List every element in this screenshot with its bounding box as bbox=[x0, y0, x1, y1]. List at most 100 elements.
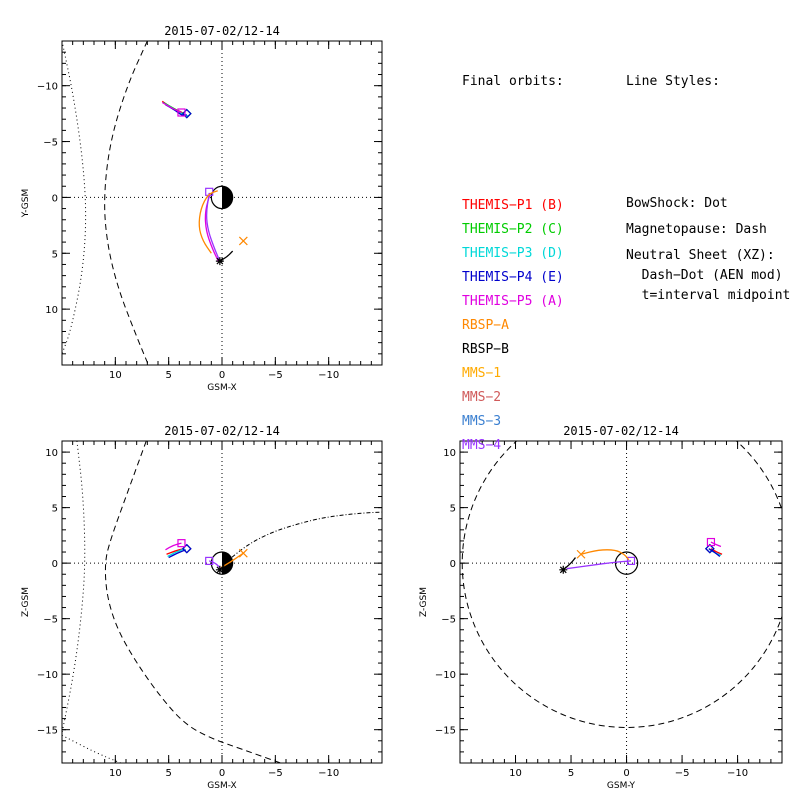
x-tick-label: 0 bbox=[219, 370, 225, 381]
legend-item-orbit: MMS−1 bbox=[462, 366, 502, 381]
y-tick-label: 10 bbox=[443, 448, 456, 459]
y-axis-label: Y-GSM bbox=[21, 189, 31, 218]
earth-night-side bbox=[222, 186, 233, 209]
orbit-track bbox=[205, 192, 221, 262]
legend-item-orbit: MMS−4 bbox=[462, 438, 502, 453]
orbit-marker-x bbox=[238, 236, 248, 246]
y-axis-label: Z-GSM bbox=[419, 587, 429, 617]
orbit-marker-x bbox=[576, 549, 586, 559]
orbit-track bbox=[161, 101, 182, 114]
legend-item-orbit: THEMIS−P5 (A) bbox=[462, 294, 564, 309]
orbit-marker-asterisk bbox=[559, 565, 568, 574]
earth-disk bbox=[614, 551, 639, 575]
y-tick-label: 0 bbox=[450, 559, 456, 570]
line-styles-heading: Line Styles: bbox=[626, 74, 720, 89]
x-tick-label: −10 bbox=[318, 370, 339, 381]
orbit-track bbox=[580, 549, 630, 561]
x-tick-label: −5 bbox=[675, 768, 690, 779]
x-tick-label: −10 bbox=[727, 768, 748, 779]
orbit-marker-diamond bbox=[181, 543, 192, 554]
orbits-legend-heading: Final orbits: bbox=[462, 74, 564, 89]
chart-title: 2015-07-02/12-14 bbox=[164, 424, 280, 438]
y-tick-label: −10 bbox=[37, 670, 58, 681]
x-tick-label: 10 bbox=[109, 768, 122, 779]
orbit-marker-diamond bbox=[704, 543, 715, 554]
orbit-track bbox=[168, 549, 186, 559]
plot-area bbox=[460, 441, 782, 763]
legend-item-style: Neutral Sheet (XZ): bbox=[626, 248, 775, 263]
orbit-marker-square bbox=[177, 539, 186, 548]
orbit-track bbox=[566, 560, 632, 570]
orbit-marker-square bbox=[205, 556, 214, 566]
orbit-marker-diamond bbox=[181, 108, 192, 119]
neutral-sheet-curve bbox=[224, 511, 382, 564]
line-styles-legend: Line Styles: BowShock: Dot Magnetopause: … bbox=[626, 22, 790, 330]
x-tick-label: 10 bbox=[509, 768, 522, 779]
orbit-marker-asterisk bbox=[215, 565, 224, 574]
legend-item-style: BowShock: Dot bbox=[626, 196, 728, 211]
y-axis-label: Z-GSM bbox=[21, 587, 31, 617]
x-tick-label: 0 bbox=[623, 768, 629, 779]
y-tick-label: 5 bbox=[450, 504, 456, 515]
chart-title: 2015-07-02/12-14 bbox=[563, 424, 679, 438]
chart-xz: 2015-07-02/12-14 10 5 0 −5 −10 −15 −10 −5 0 5 10 GSM… bbox=[21, 424, 383, 791]
legend-item-orbit: THEMIS−P3 (D) bbox=[462, 246, 564, 261]
orbit-marker-square bbox=[626, 556, 636, 566]
y-tick-label: −5 bbox=[43, 138, 58, 149]
y-tick-label: 5 bbox=[52, 504, 58, 515]
y-tick-label: 0 bbox=[52, 193, 58, 204]
legend-item-style: t=interval midpoint bbox=[626, 288, 791, 303]
chart-yz: 2015-07-02/12-14 10 5 0 −5 −10 −15 −10 −5 0 5 10 GSM… bbox=[419, 424, 783, 791]
x-tick-label: −5 bbox=[268, 768, 283, 779]
y-tick-label: −5 bbox=[43, 615, 58, 626]
orbit-track bbox=[165, 542, 182, 551]
orbit-marker-asterisk bbox=[215, 257, 224, 266]
y-tick-label: −15 bbox=[37, 726, 58, 737]
y-tick-label: −5 bbox=[441, 615, 456, 626]
y-tick-label: −10 bbox=[37, 82, 58, 93]
magnetopause-curve bbox=[104, 41, 149, 365]
orbit-marker-square bbox=[177, 108, 186, 117]
chart-xy: 2015-07-02/12-14 10 5 0 −5 −10 −10 −5 0 5 10 GSM-X Y… bbox=[21, 24, 383, 393]
orbit-marker-x bbox=[238, 548, 248, 558]
x-tick-label: 0 bbox=[219, 768, 225, 779]
legend-item-style: Magnetopause: Dash bbox=[626, 222, 767, 237]
orbit-track bbox=[166, 548, 184, 555]
x-tick-label: 5 bbox=[165, 370, 171, 381]
legend-item-orbit: THEMIS−P4 (E) bbox=[462, 270, 564, 285]
chart-title: 2015-07-02/12-14 bbox=[164, 24, 280, 38]
bowshock-curve bbox=[62, 441, 86, 734]
x-axis-label: GSM-X bbox=[207, 781, 236, 791]
x-tick-label: −10 bbox=[318, 768, 339, 779]
legend-item-orbit: THEMIS−P1 (B) bbox=[462, 198, 564, 213]
x-tick-label: 10 bbox=[109, 370, 122, 381]
x-tick-label: 5 bbox=[165, 768, 171, 779]
y-tick-label: 5 bbox=[52, 249, 58, 260]
x-tick-label: −5 bbox=[268, 370, 283, 381]
magnetopause-curve bbox=[104, 441, 281, 763]
legend-item-orbit: MMS−3 bbox=[462, 414, 502, 429]
legend-item-orbit: THEMIS−P2 (C) bbox=[462, 222, 564, 237]
plot-area bbox=[62, 41, 382, 365]
x-axis-label: GSM-X bbox=[207, 383, 236, 393]
legend-item-orbit: MMS−2 bbox=[462, 390, 502, 405]
orbits-legend: Final orbits: THEMIS−P1 (B) THEMIS−P2 (C)… bbox=[462, 22, 564, 482]
y-tick-label: 10 bbox=[45, 305, 58, 316]
legend-item-orbit: RBSP−A bbox=[462, 318, 509, 333]
y-tick-label: 10 bbox=[45, 448, 58, 459]
orbit-track bbox=[708, 548, 721, 557]
x-tick-label: 5 bbox=[568, 768, 574, 779]
legend-item-orbit: RBSP−B bbox=[462, 342, 509, 357]
orbit-track bbox=[198, 190, 218, 254]
plot-frame bbox=[459, 440, 783, 764]
y-tick-label: −15 bbox=[435, 726, 456, 737]
orbit-track bbox=[167, 548, 185, 558]
x-axis-label: GSM-Y bbox=[607, 781, 636, 791]
plot-area bbox=[62, 441, 382, 763]
orbit-track bbox=[710, 548, 723, 555]
y-tick-label: −10 bbox=[435, 670, 456, 681]
bowshock-curve bbox=[62, 734, 121, 763]
orbit-marker-square bbox=[706, 537, 716, 547]
bowshock-curve bbox=[62, 41, 87, 355]
